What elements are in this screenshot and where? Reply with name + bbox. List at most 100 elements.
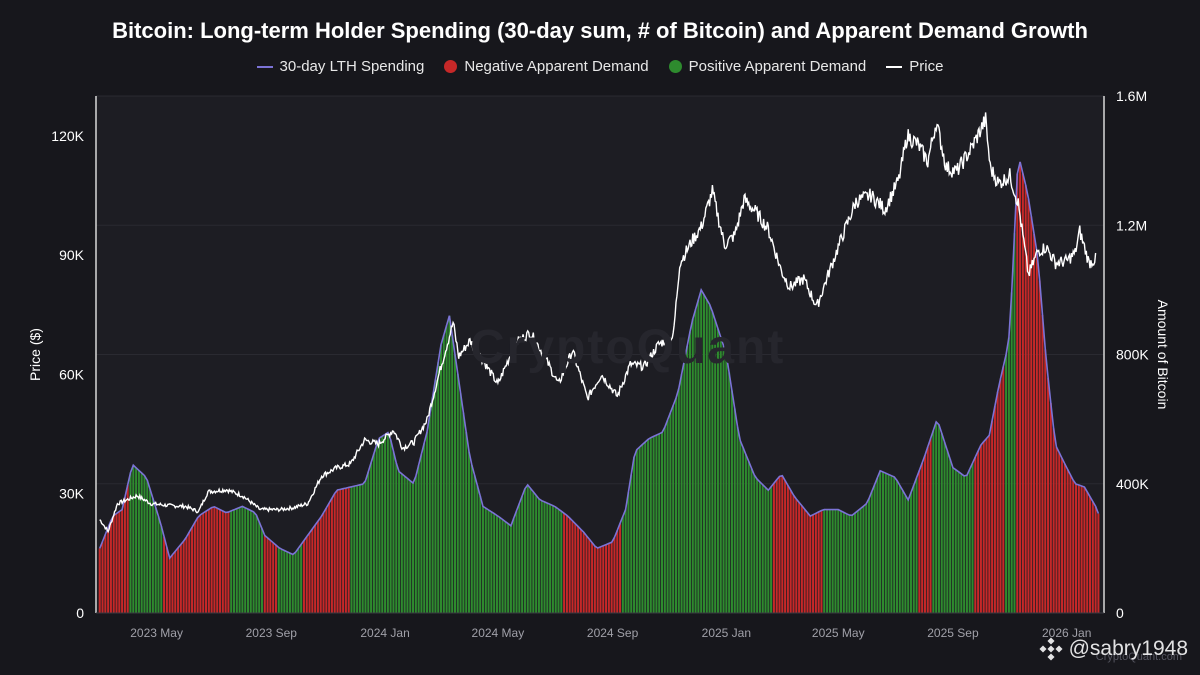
demand-bar (918, 470, 921, 613)
demand-bar (792, 495, 795, 613)
demand-bar (370, 462, 373, 613)
demand-bar (179, 544, 182, 613)
y-right-tick-label: 800K (1116, 347, 1149, 363)
legend-item-price[interactable]: Price (886, 58, 943, 75)
demand-bar (1035, 251, 1038, 613)
demand-bar (375, 444, 378, 613)
demand-bar (725, 354, 728, 613)
demand-bar (929, 438, 932, 613)
demand-bar (311, 528, 314, 613)
demand-bar (635, 449, 638, 613)
demand-bar (487, 510, 490, 613)
demand-bar (714, 320, 717, 613)
demand-bar (288, 553, 291, 613)
demand-bar (456, 373, 459, 613)
demand-bar (803, 509, 806, 613)
demand-bar (1086, 491, 1089, 613)
demand-bar (409, 480, 412, 613)
demand-bar (926, 446, 929, 613)
demand-bar (462, 412, 465, 613)
demand-bar (1077, 485, 1080, 613)
demand-bar (669, 412, 672, 613)
demand-bar (160, 526, 163, 613)
demand-bar (890, 475, 893, 613)
demand-bar (428, 414, 431, 613)
demand-bar (238, 507, 241, 613)
demand-bar (879, 470, 882, 613)
demand-bar (868, 498, 871, 613)
handle-text: @sabry1948 (1068, 637, 1188, 660)
demand-bar (507, 523, 510, 613)
demand-bar (571, 520, 574, 613)
demand-bar (107, 527, 110, 613)
demand-bar (842, 512, 845, 613)
demand-bar (137, 470, 140, 613)
demand-bar (543, 501, 546, 613)
demand-bar (591, 542, 594, 613)
demand-bar (736, 426, 739, 613)
demand-bar (887, 474, 890, 613)
demand-bar (728, 372, 731, 613)
demand-bar (719, 337, 722, 613)
demand-bar (1055, 446, 1058, 613)
demand-bar (431, 397, 434, 613)
demand-bar (384, 434, 387, 613)
x-tick-label: 2024 May (472, 626, 525, 640)
demand-bar (971, 463, 974, 613)
y-left-tick-label: 30K (59, 486, 85, 502)
demand-bar (437, 362, 440, 613)
demand-bar (481, 506, 484, 613)
demand-bar (649, 437, 652, 613)
legend-item-negative[interactable]: Negative Apparent Demand (444, 58, 649, 75)
demand-bar (800, 505, 803, 613)
demand-bar (490, 511, 493, 613)
legend-item-lth[interactable]: 30-day LTH Spending (256, 58, 424, 75)
demand-bar (470, 464, 473, 613)
demand-bar (599, 546, 602, 613)
demand-bar (479, 495, 482, 613)
demand-bar (742, 447, 745, 613)
demand-bar (1069, 474, 1072, 613)
demand-bar (1024, 185, 1027, 613)
demand-bar (988, 435, 991, 613)
demand-bar (1052, 428, 1055, 613)
demand-bar (342, 488, 345, 613)
demand-bar (314, 525, 317, 613)
demand-bar (661, 432, 664, 613)
demand-bar (1016, 173, 1019, 613)
demand-bar (193, 522, 196, 613)
demand-bar (302, 540, 305, 613)
demand-bar (330, 498, 333, 613)
demand-bar (1027, 198, 1030, 613)
demand-bar (182, 540, 185, 613)
demand-bar (686, 345, 689, 613)
demand-bar (904, 495, 907, 613)
demand-bar (563, 513, 566, 613)
demand-bar (325, 507, 328, 613)
demand-bar (865, 503, 868, 613)
demand-bar (613, 537, 616, 613)
demand-bar (965, 475, 968, 613)
demand-bar (655, 435, 658, 613)
demand-bar (213, 506, 216, 613)
demand-bar (266, 537, 269, 613)
demand-bar (101, 541, 104, 613)
demand-bar (683, 360, 686, 613)
negative-dot-icon (444, 60, 458, 73)
legend-item-positive[interactable]: Positive Apparent Demand (668, 58, 866, 75)
demand-bar (328, 503, 331, 613)
demand-bar (540, 500, 543, 613)
demand-bar (823, 509, 826, 613)
demand-bar (775, 479, 778, 613)
demand-bar (884, 473, 887, 613)
demand-bar (949, 459, 952, 613)
demand-bar (185, 537, 188, 613)
demand-bar (1049, 402, 1052, 613)
demand-bar (1072, 480, 1075, 613)
demand-bar (336, 490, 339, 613)
demand-bar (546, 503, 549, 613)
demand-bar (895, 480, 898, 613)
y-right-tick-label: 1.2M (1116, 217, 1147, 233)
demand-bar (1033, 234, 1036, 613)
demand-bar (770, 486, 773, 613)
